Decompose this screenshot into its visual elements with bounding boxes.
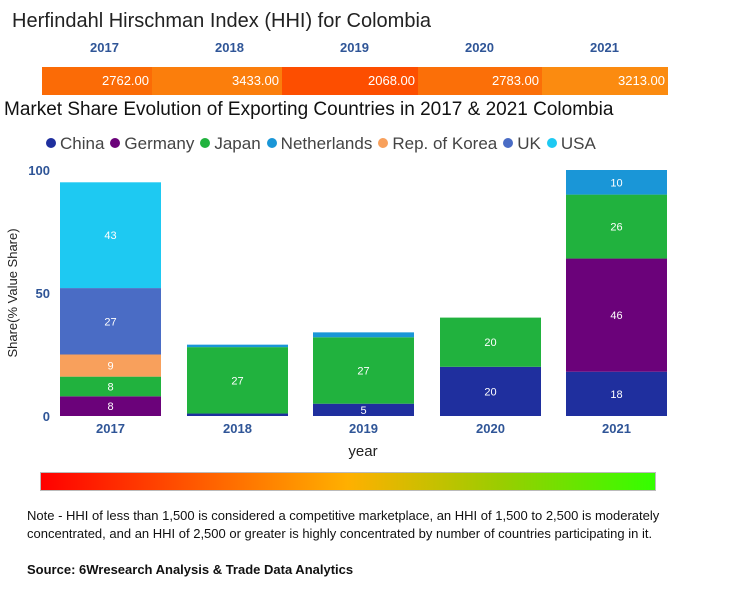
legend-item: Japan (200, 134, 261, 154)
data-label: 5 (360, 405, 366, 417)
x-tick-label: 2017 (96, 421, 125, 436)
data-label: 8 (107, 401, 113, 413)
hhi-value-cell: 2783.00 (418, 67, 542, 95)
data-label: 9 (107, 361, 113, 373)
hhi-value-bar: 2762.00 3433.00 2068.00 2783.00 3213.00 (42, 67, 668, 95)
bar-segment (187, 413, 288, 416)
stacked-bar-chart: 0 50 100 Share(% Value Share) 8 8 9 27 43 2017 27 2… (5, 163, 667, 460)
data-label: 27 (231, 375, 243, 387)
legend-item: UK (503, 134, 541, 154)
legend-marker (546, 138, 557, 148)
data-label: 10 (610, 177, 622, 189)
legend-label: USA (560, 134, 596, 153)
y-tick-label: 50 (36, 286, 50, 301)
hhi-year: 2021 (590, 40, 619, 55)
legend-label: Netherlands (280, 134, 373, 153)
hhi-year: 2020 (465, 40, 494, 55)
data-label: 26 (610, 222, 622, 234)
hhi-value-cell: 2762.00 (42, 67, 152, 95)
bar-segment (313, 332, 414, 338)
bar-segment (60, 288, 161, 355)
data-label: 18 (610, 389, 622, 401)
bar-segment (440, 317, 541, 367)
hhi-year: 2019 (340, 40, 369, 55)
bar-segment (566, 371, 667, 416)
legend-item: Germany (110, 134, 194, 154)
bar-segment (187, 347, 288, 414)
legend-marker (200, 138, 211, 148)
bar-segment (60, 396, 161, 416)
bar-segment (60, 354, 161, 377)
data-label: 20 (484, 337, 496, 349)
hhi-year-row: 2017 2018 2019 2020 2021 (42, 40, 668, 60)
legend-label: Germany (124, 134, 195, 153)
hhi-value-cell: 2068.00 (282, 67, 418, 95)
legend-marker (378, 138, 389, 148)
x-axis-label: year (348, 443, 377, 460)
legend-label: China (60, 134, 105, 153)
data-label: 27 (357, 365, 369, 377)
hhi-value-cell: 3433.00 (152, 67, 282, 95)
hhi-year: 2017 (90, 40, 119, 55)
x-tick-label: 2020 (476, 421, 505, 436)
y-axis-label: Share(% Value Share) (5, 228, 20, 357)
hhi-title: Herfindahl Hirschman Index (HHI) for Col… (12, 10, 432, 32)
legend-marker (266, 138, 277, 148)
legend-marker (110, 138, 121, 148)
legend-label: UK (517, 134, 541, 153)
y-tick-label: 100 (28, 163, 50, 178)
footer-note: Note - HHI of less than 1,500 is conside… (27, 508, 660, 541)
x-tick-label: 2019 (349, 421, 378, 436)
legend-marker (46, 138, 56, 148)
bar-segment (440, 366, 541, 416)
legend-item: USA (546, 134, 596, 154)
bar-segment (313, 337, 414, 404)
legend-label: Rep. of Korea (392, 134, 498, 153)
x-tick-label: 2018 (223, 421, 252, 436)
legend-marker (503, 138, 514, 148)
chart-legend: China Germany Japan Netherlands Rep. of Kore… (46, 134, 602, 156)
legend-item: Rep. of Korea (378, 134, 497, 154)
legend-item: China (46, 134, 104, 154)
data-label: 27 (104, 316, 116, 328)
hhi-color-scale (40, 472, 656, 491)
footer-source: Source: 6Wresearch Analysis & Trade Data… (27, 562, 354, 577)
legend-label: Japan (214, 134, 261, 153)
bar-segment (566, 258, 667, 372)
data-label: 46 (610, 310, 622, 322)
bar-segment (313, 403, 414, 416)
hhi-year: 2018 (215, 40, 244, 55)
hhi-value-cell: 3213.00 (542, 67, 668, 95)
data-label: 8 (107, 381, 113, 393)
chart-title: Market Share Evolution of Exporting Coun… (4, 99, 614, 120)
y-tick-label: 0 (43, 409, 50, 424)
bar-segment (60, 182, 161, 289)
x-tick-label: 2021 (602, 421, 631, 436)
bar-segment (566, 194, 667, 259)
bar-segment (187, 344, 288, 348)
bar-segment (60, 376, 161, 397)
data-label: 43 (104, 230, 116, 242)
data-label: 20 (484, 386, 496, 398)
bar-segment (566, 170, 667, 195)
legend-item: Netherlands (266, 134, 373, 154)
